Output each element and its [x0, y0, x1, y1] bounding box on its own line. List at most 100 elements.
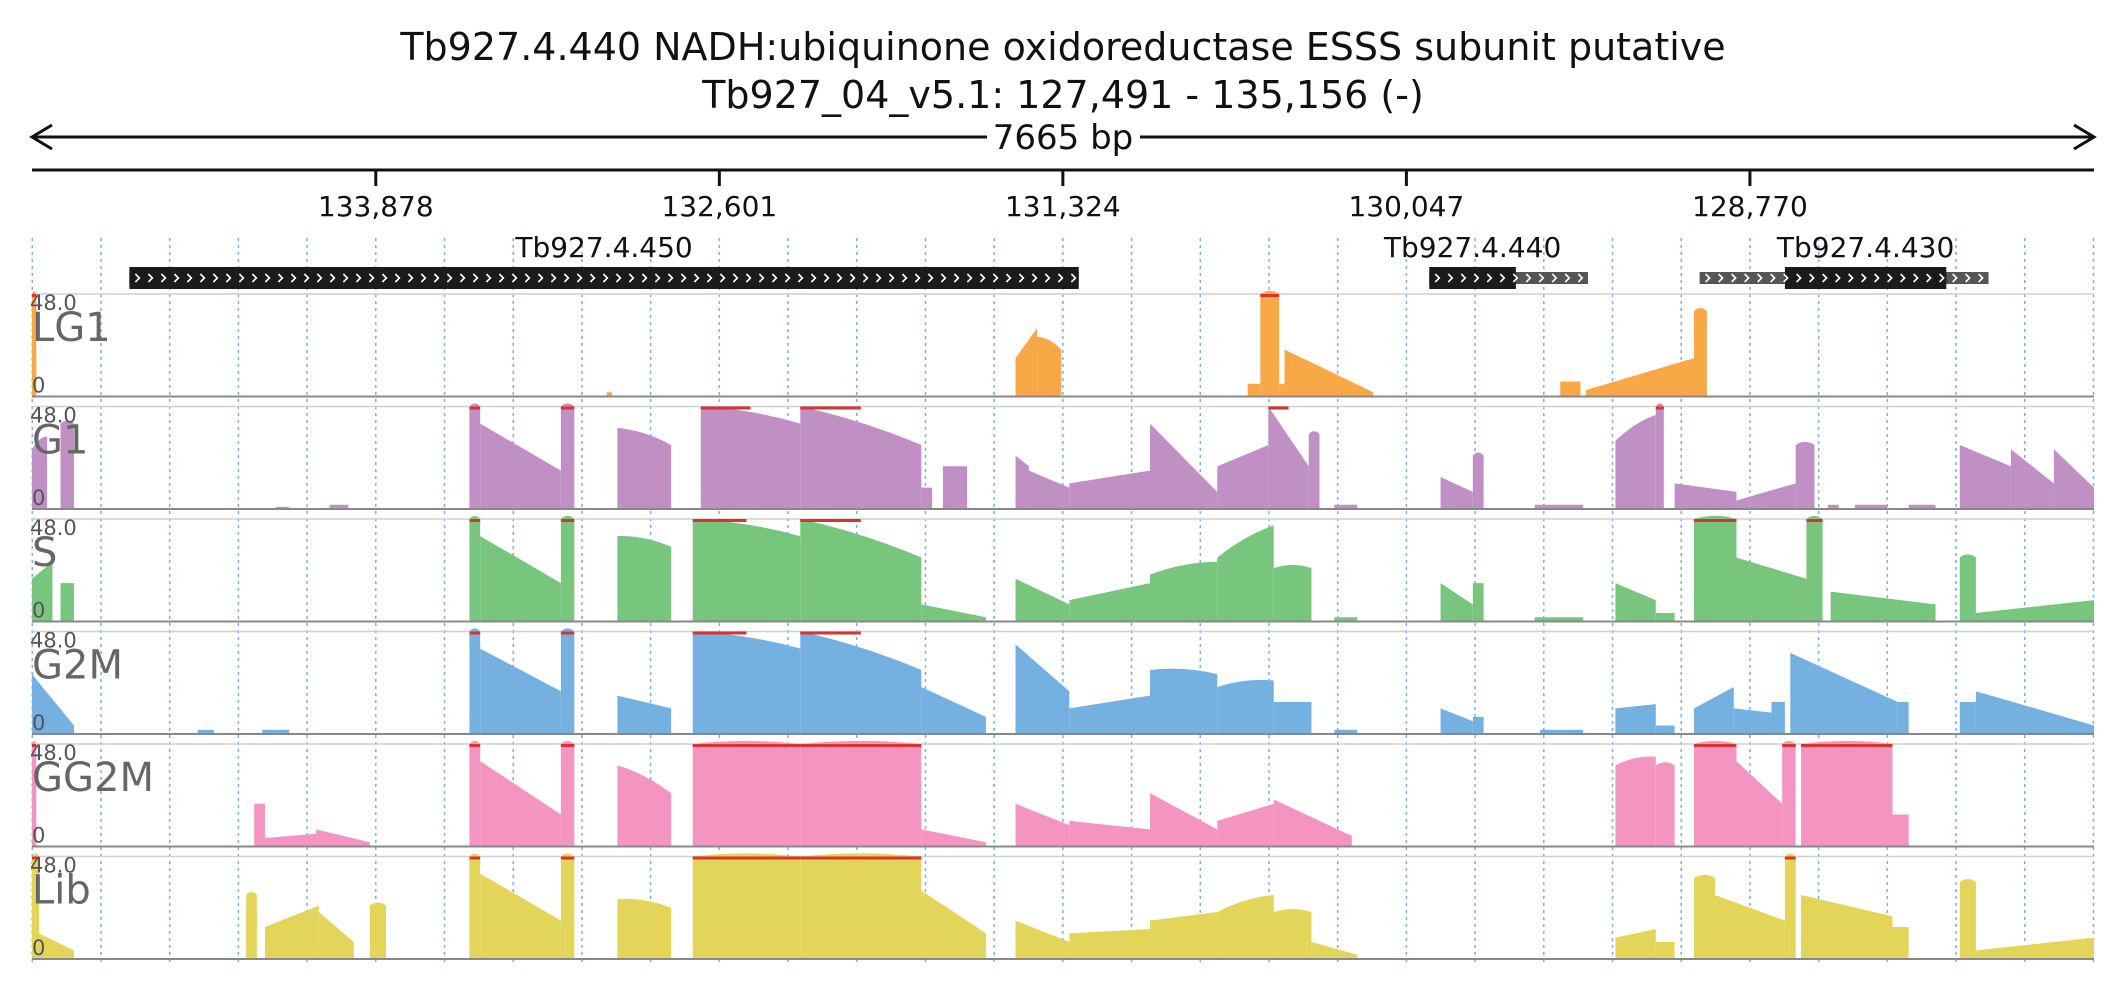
coverage-area	[1784, 853, 1796, 959]
strand-chevron	[1965, 273, 1971, 283]
coverage-area	[800, 406, 922, 509]
strand-chevron	[446, 273, 453, 283]
strand-chevron	[251, 273, 258, 283]
strand-chevron	[1005, 273, 1012, 283]
track-max-label: 48.0	[30, 741, 77, 765]
coverage-area	[1560, 381, 1581, 397]
gene-Tb927.4.430[interactable]: Tb927.4.430	[1699, 231, 1989, 289]
coverage-area	[2053, 449, 2094, 509]
coverage-area	[480, 423, 561, 509]
strand-chevron	[134, 273, 141, 283]
coverage-area	[480, 873, 561, 959]
strand-chevron	[784, 273, 791, 283]
coverage-area	[1015, 578, 1070, 622]
coverage-area	[197, 729, 214, 734]
coverage-area	[1959, 444, 2011, 509]
coverage-area	[1472, 716, 1484, 734]
gene-Tb927.4.450[interactable]: Tb927.4.450	[129, 231, 1079, 289]
coverage-area	[1015, 644, 1070, 734]
strand-chevron	[1057, 273, 1064, 283]
track-min-label: 0	[32, 936, 45, 960]
coverage-area	[1892, 814, 1909, 847]
track-name: S	[32, 530, 57, 576]
strand-chevron	[628, 273, 635, 283]
axis-tick-label: 130,047	[1348, 190, 1464, 223]
track-max-label: 48.0	[30, 516, 77, 540]
strand-chevron	[355, 273, 362, 283]
coverage-area	[1069, 470, 1151, 509]
gene-Tb927.4.440[interactable]: Tb927.4.440	[1383, 231, 1588, 289]
strand-chevron	[1848, 273, 1854, 283]
strand-chevron	[472, 273, 479, 283]
strand-chevron	[1809, 273, 1815, 283]
gene-models: Tb927.4.450 Tb927.4.440 Tb927.4.430	[129, 231, 1989, 289]
coverage-area	[1736, 761, 1783, 847]
strand-chevron	[576, 273, 583, 283]
strand-chevron	[1874, 273, 1880, 283]
strand-chevron	[394, 273, 401, 283]
strand-chevron	[1731, 273, 1737, 283]
coverage-area	[1655, 725, 1675, 734]
coverage-area	[1733, 708, 1772, 734]
coverage-area	[329, 504, 349, 509]
strand-chevron	[368, 273, 375, 283]
coverage-area	[2010, 449, 2054, 509]
strand-chevron	[589, 273, 596, 283]
axis-tick-label: 132,601	[661, 190, 777, 223]
coverage-area	[692, 631, 801, 734]
coverage-area	[480, 648, 561, 734]
strand-chevron	[173, 273, 180, 283]
strand-chevron	[1744, 273, 1750, 283]
track-min-label: 0	[32, 824, 45, 848]
coverage-area	[560, 628, 575, 734]
coverage-area	[617, 427, 672, 509]
coverage-area	[1308, 431, 1320, 509]
strand-chevron	[667, 273, 674, 283]
strand-chevron	[1822, 273, 1828, 283]
coverage-area	[1334, 504, 1358, 509]
coverage-area	[1217, 803, 1274, 847]
coverage-area	[560, 515, 575, 622]
strand-chevron	[823, 273, 830, 283]
coverage-area	[1472, 452, 1484, 509]
coverage-area	[32, 561, 53, 622]
strand-chevron	[303, 273, 310, 283]
strand-chevron	[550, 273, 557, 283]
coverage-area	[1540, 729, 1584, 734]
coverage-area	[469, 853, 481, 959]
coverage-area	[32, 740, 37, 847]
strand-chevron	[1044, 273, 1051, 283]
coverage-area	[1440, 708, 1473, 734]
figure-title: Tb927.4.440 NADH:ubiquinone oxidoreducta…	[399, 25, 1725, 69]
strand-chevron	[706, 273, 713, 283]
coverage-area	[1273, 565, 1312, 622]
coverage-tracks: LG148.00G148.00S48.00G2M48.00GG2M48.00Li…	[30, 290, 2094, 960]
strand-chevron	[498, 273, 505, 283]
strand-chevron	[875, 273, 882, 283]
coverage-area	[1655, 403, 1664, 509]
coverage-area	[60, 420, 74, 509]
gene-label: Tb927.4.440	[1383, 231, 1561, 264]
figure-subtitle: Tb927_04_v5.1: 127,491 - 135,156 (-)	[701, 73, 1424, 117]
coverage-area	[1827, 504, 1839, 509]
coverage-area	[1693, 308, 1707, 397]
coverage-area	[1069, 583, 1151, 622]
coverage-area	[369, 902, 387, 959]
coverage-area	[1655, 941, 1675, 959]
coverage-area	[1693, 740, 1737, 847]
strand-chevron	[264, 273, 271, 283]
strand-chevron	[719, 273, 726, 283]
track-min-label: 0	[32, 711, 45, 735]
span-arrowhead-right	[2073, 123, 2097, 151]
strand-chevron	[1018, 273, 1025, 283]
strand-chevron	[745, 273, 752, 283]
coverage-area	[1790, 652, 1898, 734]
strand-chevron	[186, 273, 193, 283]
coverage-area	[560, 853, 575, 959]
gene-cds-bar	[129, 267, 1079, 289]
strand-chevron	[1434, 273, 1441, 283]
coverage-area	[1830, 591, 1936, 622]
coverage-area	[1655, 762, 1675, 847]
coverage-area	[1150, 912, 1218, 959]
